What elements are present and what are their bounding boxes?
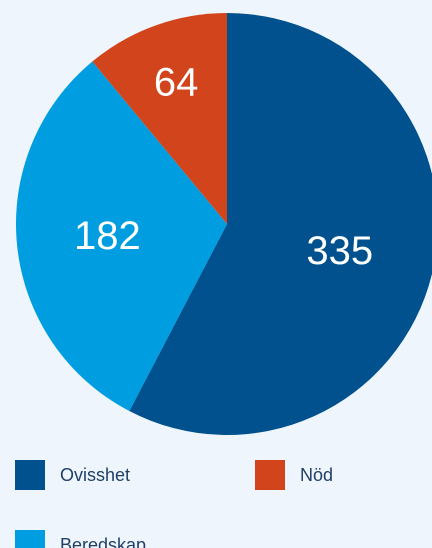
pie-slice <box>92 13 227 224</box>
legend-label: Ovisshet <box>60 465 130 485</box>
pie-slice <box>129 13 432 435</box>
legend-label: Nöd <box>300 465 333 485</box>
slice-label: 335 <box>306 229 373 273</box>
slice-label: 64 <box>154 61 199 105</box>
legend-label: Beredskap <box>60 535 146 548</box>
legend-swatch <box>15 460 45 490</box>
legend-swatch <box>255 460 285 490</box>
slice-label: 182 <box>74 214 141 258</box>
legend-swatch <box>15 530 45 548</box>
pie-slice <box>15 61 227 412</box>
